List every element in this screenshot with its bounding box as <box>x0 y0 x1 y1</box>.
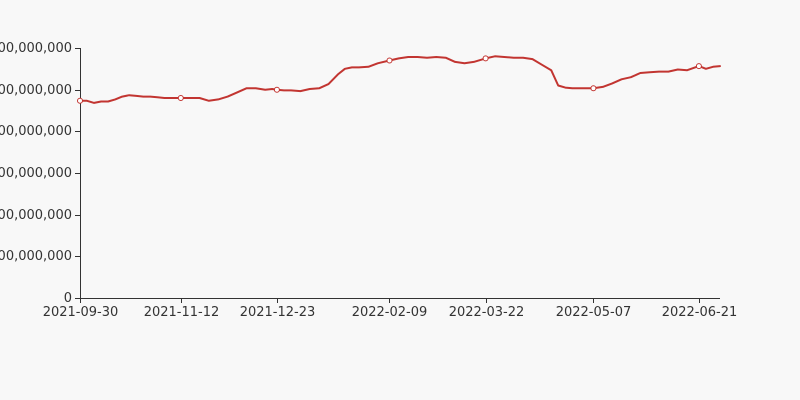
data-point-marker[interactable] <box>590 85 597 92</box>
y-tick-label: 900,000,000 <box>0 166 72 181</box>
y-tick-label: 300,000,000 <box>0 249 72 264</box>
y-tick-label: 1,200,000,000 <box>0 124 72 139</box>
data-point-marker[interactable] <box>273 86 280 93</box>
y-tick-label: 1,500,000,000 <box>0 83 72 98</box>
x-tick-label: 2021-12-23 <box>240 305 316 320</box>
data-point-marker[interactable] <box>386 57 393 64</box>
x-tick-label: 2021-11-12 <box>144 305 220 320</box>
series-layer <box>77 55 721 104</box>
data-point-marker[interactable] <box>77 97 83 104</box>
data-point-marker[interactable] <box>482 55 489 62</box>
x-tick-label: 2022-03-22 <box>449 305 525 320</box>
y-axis: 0 300,000,000 600,000,000 900,000,000 1,200,… <box>0 41 81 306</box>
x-tick-label: 2021-09-30 <box>43 305 119 320</box>
data-point-marker[interactable] <box>695 63 702 70</box>
y-tick-label: 0 <box>64 291 72 306</box>
x-tick-label: 2022-06-21 <box>662 305 738 320</box>
series-line <box>79 55 721 104</box>
x-tick-label: 2022-05-07 <box>556 305 632 320</box>
data-point-marker[interactable] <box>177 95 184 101</box>
y-tick-label: 600,000,000 <box>0 208 72 223</box>
x-axis: 2021-09-30 2021-11-12 2021-12-23 2022-02-09… <box>43 298 738 320</box>
x-tick-label: 2022-02-09 <box>352 305 428 320</box>
y-tick-label: 1,800,000,000 <box>0 41 72 56</box>
